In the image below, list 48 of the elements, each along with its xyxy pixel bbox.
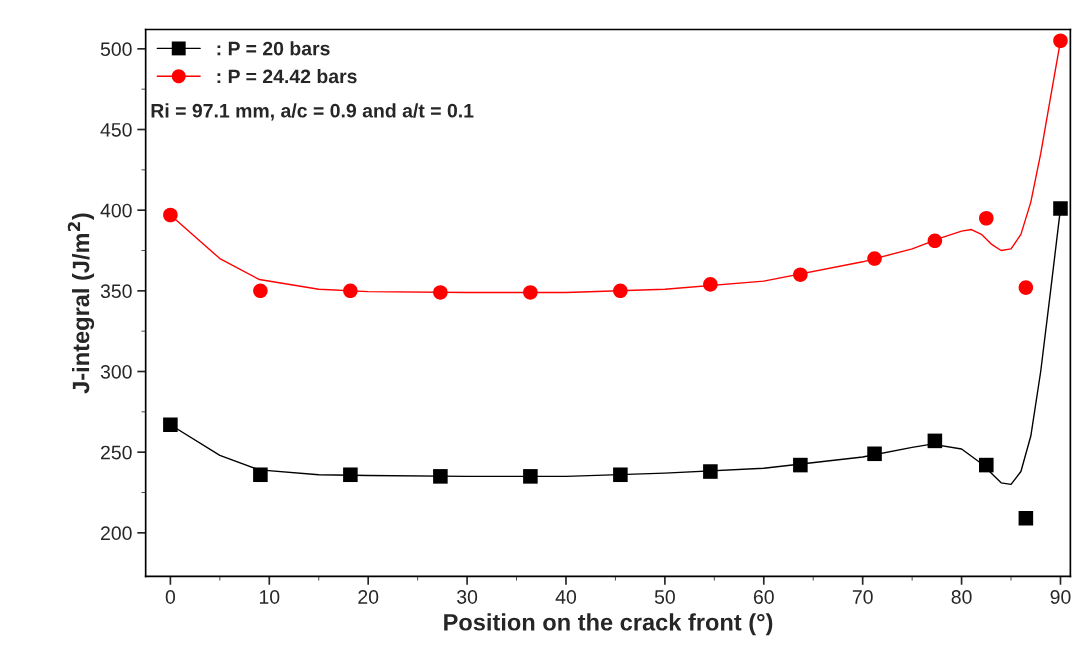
y-tick-label: 400 bbox=[100, 203, 132, 218]
y-tick-label: 450 bbox=[100, 122, 132, 137]
x-tick-label: 70 bbox=[852, 590, 873, 604]
point bbox=[867, 446, 882, 462]
point bbox=[253, 467, 268, 483]
x-tick-label: 40 bbox=[555, 590, 577, 604]
x-tick-label: 20 bbox=[358, 590, 379, 604]
point bbox=[867, 251, 882, 266]
point bbox=[1018, 511, 1034, 526]
point bbox=[979, 457, 994, 473]
x-tick-label: 0 bbox=[165, 590, 176, 604]
x-tick-label: 10 bbox=[259, 590, 280, 604]
point bbox=[1053, 201, 1068, 216]
point bbox=[613, 467, 628, 483]
point bbox=[523, 469, 538, 484]
y-tick-label: 200 bbox=[101, 526, 132, 541]
y-tick-label: 500 bbox=[100, 42, 132, 57]
point bbox=[703, 464, 718, 479]
y-tick-label: 300 bbox=[100, 364, 132, 379]
annotation: Ri = 97.1 mm, a/c = 0.9 and a/t = 0.1 bbox=[151, 103, 474, 121]
point bbox=[793, 457, 808, 473]
x-tick-label: 30 bbox=[457, 590, 478, 604]
point bbox=[523, 285, 538, 300]
point bbox=[163, 207, 178, 223]
point bbox=[343, 467, 358, 483]
x-axis-title: Position on the crack front (°) bbox=[444, 613, 773, 636]
point bbox=[343, 283, 358, 299]
legend-label: : P = 24.42 bars bbox=[217, 68, 357, 84]
point bbox=[433, 285, 448, 300]
point bbox=[613, 283, 628, 299]
point bbox=[979, 210, 994, 226]
point bbox=[927, 233, 943, 249]
y-tick-label: 250 bbox=[101, 445, 132, 460]
x-tick-label: 90 bbox=[1050, 590, 1071, 604]
x-tick-label: 50 bbox=[654, 590, 675, 604]
point bbox=[793, 267, 808, 282]
x-tick-label: 60 bbox=[753, 590, 774, 604]
point bbox=[927, 433, 943, 449]
point bbox=[703, 277, 718, 292]
y-tick-label: 350 bbox=[100, 284, 132, 299]
y-axis-title: J-integral (J/m$^{2}$) bbox=[67, 213, 95, 394]
point bbox=[163, 417, 178, 433]
point bbox=[1053, 33, 1068, 49]
point bbox=[433, 469, 448, 484]
x-tick-label: 80 bbox=[951, 590, 972, 604]
point bbox=[1018, 280, 1034, 295]
legend-label: : P = 20 bars bbox=[217, 41, 330, 56]
point bbox=[253, 283, 268, 299]
